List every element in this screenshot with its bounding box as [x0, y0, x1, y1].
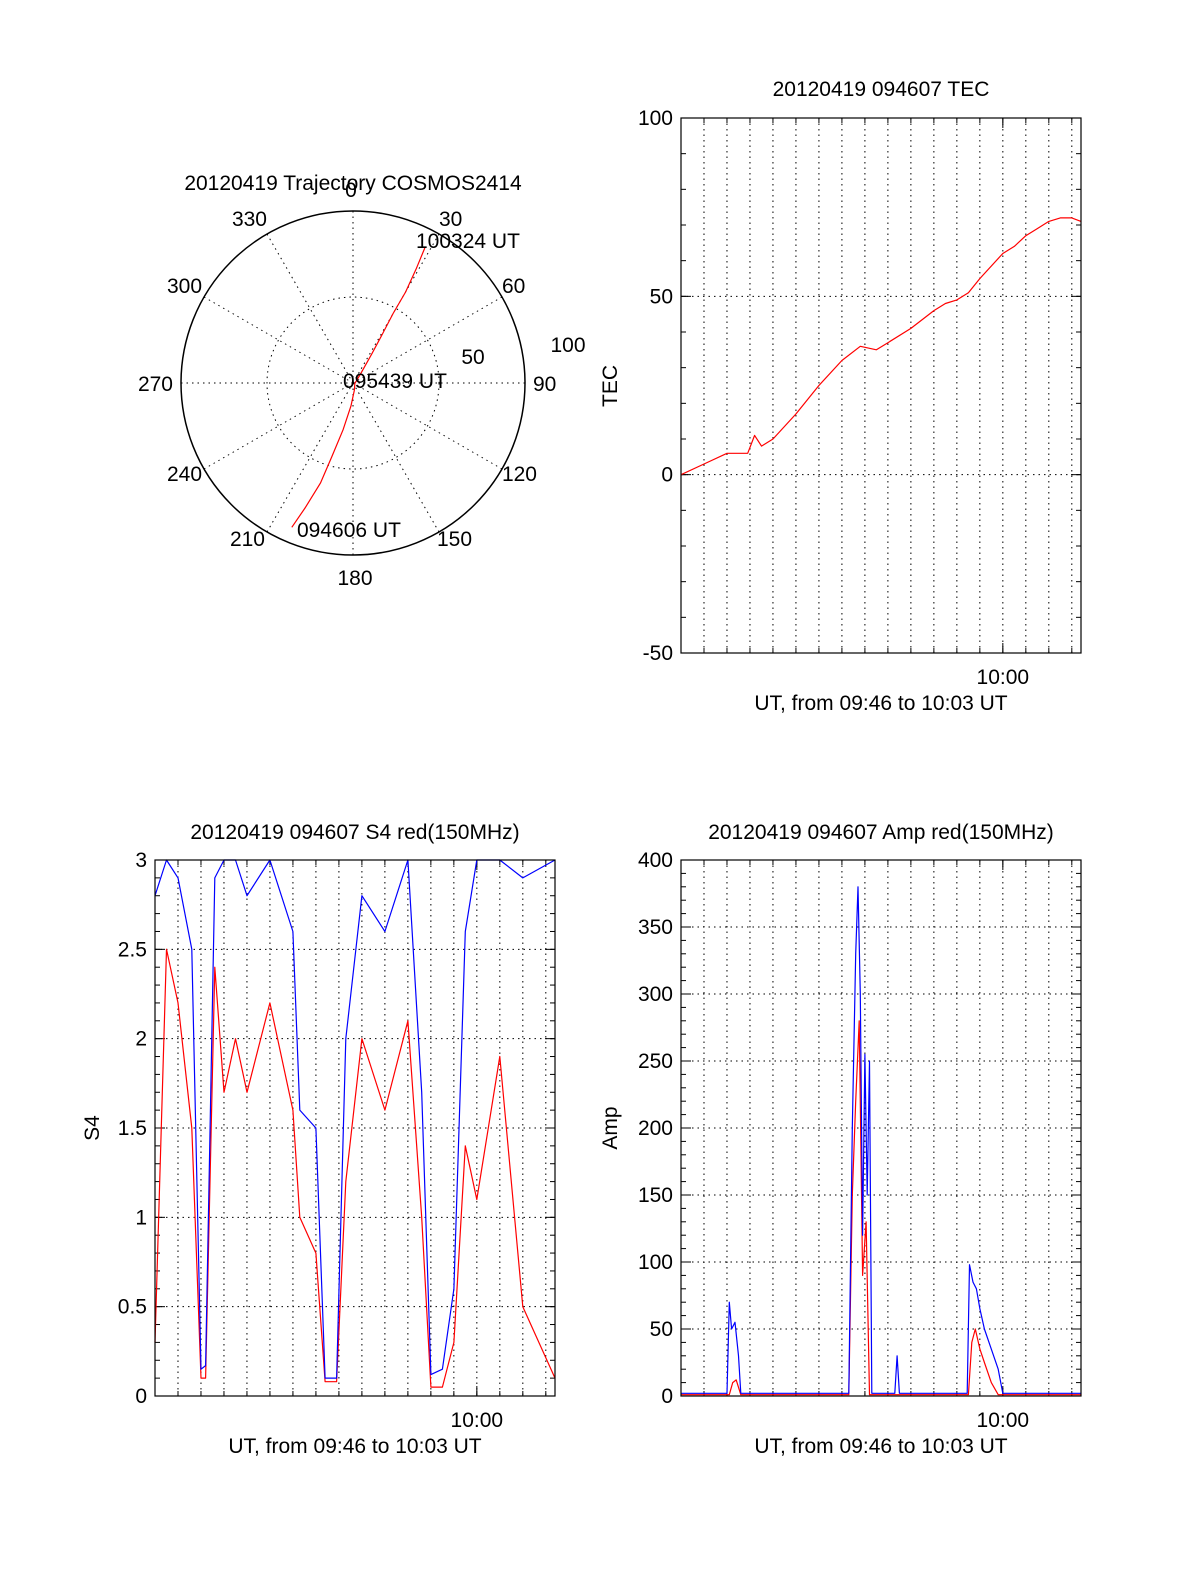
polar-series — [291, 247, 426, 528]
amp-ticks: 400 350 300 250 200 150 100 50 0 10:00 — [638, 849, 1081, 1432]
polar-trajectory-line — [291, 247, 426, 528]
azimuth-label-330: 330 — [232, 208, 267, 231]
amp-ytick-label: 300 — [638, 983, 673, 1006]
azimuth-label-300: 300 — [167, 275, 202, 298]
amp-ytick-label: 400 — [638, 849, 673, 872]
azimuth-label-90: 90 — [533, 373, 556, 396]
s4-ytick-label: 2.5 — [118, 938, 147, 961]
azimuth-label-60: 60 — [502, 275, 525, 298]
tec-title: 20120419 094607 TEC — [773, 78, 990, 101]
tec-ytick-label: 0 — [661, 464, 673, 487]
amp-ytick-label: 350 — [638, 916, 673, 939]
polar-spoke-150 — [352, 382, 440, 533]
tec-xtick-label: 10:00 — [977, 666, 1030, 689]
polar-annotation-start: 094606 UT — [297, 519, 401, 542]
amp-series — [681, 886, 1081, 1396]
amp-ytick-label: 150 — [638, 1184, 673, 1207]
tec-xlabel: UT, from 09:46 to 10:03 UT — [754, 692, 1007, 715]
s4-grid — [155, 860, 555, 1396]
amp-title: 20120419 094607 Amp red(150MHz) — [708, 821, 1054, 844]
amp-chart: 20120419 094607 Amp red(150MHz) 400 350 30… — [599, 821, 1082, 1458]
tec-series-line-0 — [680, 217, 1082, 476]
amp-ylabel: Amp — [599, 1106, 622, 1149]
s4-xlabel: UT, from 09:46 to 10:03 UT — [228, 1435, 481, 1458]
amp-frame — [680, 859, 1082, 1397]
polar-spoke-120 — [352, 382, 503, 470]
polar-spoke-60 — [352, 296, 503, 384]
polar-grid — [181, 211, 525, 555]
s4-ytick-label: 0.5 — [118, 1296, 147, 1319]
tec-ytick-label: 50 — [650, 285, 673, 308]
s4-title: 20120419 094607 S4 red(150MHz) — [190, 821, 519, 844]
azimuth-label-30: 30 — [439, 208, 462, 231]
amp-xtick-label: 10:00 — [977, 1409, 1030, 1432]
s4-xtick-label: 10:00 — [451, 1409, 504, 1432]
radial-label-100: 100 — [550, 334, 585, 357]
tec-series — [680, 217, 1082, 476]
s4-ylabel: S4 — [81, 1115, 104, 1141]
azimuth-label-270: 270 — [138, 373, 173, 396]
s4-ticks: 3 2.5 2 1.5 1 0.5 0 10:00 — [118, 849, 555, 1432]
s4-ytick-label: 3 — [135, 849, 147, 872]
s4-series-line-0 — [154, 948, 556, 1388]
tec-ytick-label: -50 — [643, 642, 673, 665]
tec-ytick-label: 100 — [638, 107, 673, 130]
s4-ytick-label: 2 — [135, 1028, 147, 1051]
polar-annotation-mid: 095439 UT — [343, 370, 447, 393]
polar-spoke-300 — [203, 296, 354, 384]
azimuth-label-0: 0 — [345, 179, 357, 202]
amp-ytick-label: 50 — [650, 1318, 673, 1341]
amp-series-line-0 — [681, 1020, 1081, 1396]
amp-ytick-label: 0 — [661, 1385, 673, 1408]
azimuth-label-150: 150 — [437, 528, 472, 551]
azimuth-label-120: 120 — [502, 463, 537, 486]
polar-trajectory-chart: 20120419 Trajectory COSMOS2414 0 30 60 90 12… — [138, 172, 586, 590]
amp-series-line-1 — [681, 886, 1081, 1394]
amp-xlabel: UT, from 09:46 to 10:03 UT — [754, 1435, 1007, 1458]
azimuth-label-180: 180 — [337, 567, 372, 590]
azimuth-label-210: 210 — [230, 528, 265, 551]
polar-title: 20120419 Trajectory COSMOS2414 — [184, 172, 522, 195]
polar-ring-50 — [266, 296, 440, 470]
s4-series — [154, 859, 556, 1388]
s4-series-line-1 — [154, 859, 556, 1379]
s4-ytick-label: 1 — [135, 1206, 147, 1229]
polar-spoke-30 — [352, 233, 440, 384]
tec-ylabel: TEC — [599, 365, 622, 407]
azimuth-label-240: 240 — [167, 463, 202, 486]
radial-label-50: 50 — [461, 346, 484, 369]
s4-ytick-label: 0 — [135, 1385, 147, 1408]
s4-frame — [154, 859, 556, 1397]
polar-annotation-end: 100324 UT — [416, 230, 520, 253]
tec-grid — [681, 118, 1081, 653]
polar-spoke-330 — [266, 233, 354, 384]
amp-ytick-label: 250 — [638, 1050, 673, 1073]
polar-outer-ring — [180, 210, 526, 556]
tec-frame — [680, 117, 1082, 654]
amp-ytick-label: 100 — [638, 1251, 673, 1274]
s4-ytick-label: 1.5 — [118, 1117, 147, 1140]
polar-azimuth-labels: 0 30 60 90 120 150 180 210 240 270 300 330 — [138, 179, 556, 590]
tec-chart: 20120419 094607 TEC 100 50 0 -50 10:00 TEC U… — [599, 78, 1082, 715]
s4-chart: 20120419 094607 S4 red(150MHz) 3 2.5 2 1.5 1… — [81, 821, 556, 1458]
polar-spoke-240 — [203, 382, 354, 470]
amp-ytick-label: 200 — [638, 1117, 673, 1140]
tec-ticks: 100 50 0 -50 10:00 — [638, 107, 1081, 689]
polar-spoke-210 — [266, 382, 354, 533]
amp-grid — [681, 860, 1081, 1396]
